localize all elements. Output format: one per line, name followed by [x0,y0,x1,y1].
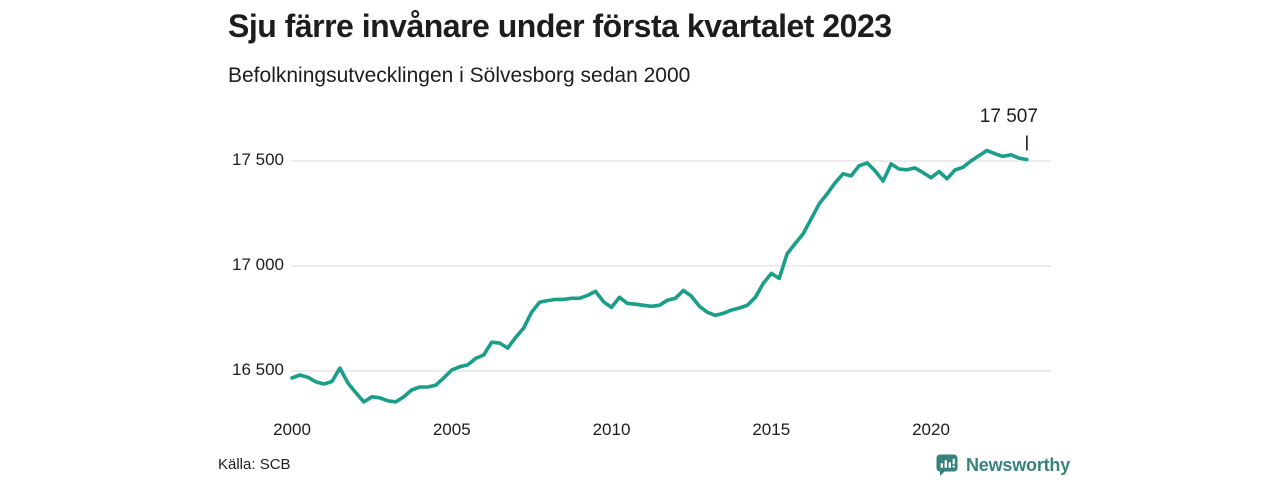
source-credit: Källa: SCB [218,456,291,473]
y-axis-tick-label: 17 000 [232,255,284,274]
y-axis-tick-label: 16 500 [232,360,284,379]
y-axis-tick-label: 17 500 [232,150,284,169]
newsworthy-logo: Newsworthy [935,453,1070,477]
gridlines [291,160,1051,372]
last-value-annotation: 17 507 [979,105,1038,127]
population-series-line [290,148,1029,404]
x-axis-tick-label: 2015 [752,420,791,439]
x-axis-tick-label: 2020 [912,420,950,439]
chart-subtitle: Befolkningsutvecklingen i Sölvesborg sed… [228,64,691,87]
x-axis-tick-label: 2010 [592,420,631,439]
page-title: Sju färre invånare under första kvartale… [228,8,892,44]
x-axis-tick-label: 2000 [273,420,311,439]
newsworthy-wordmark: Newsworthy [966,454,1071,475]
newsworthy-speech-bubble-bar-chart-icon [936,454,958,476]
x-axis-tick-label: 2005 [432,420,471,439]
